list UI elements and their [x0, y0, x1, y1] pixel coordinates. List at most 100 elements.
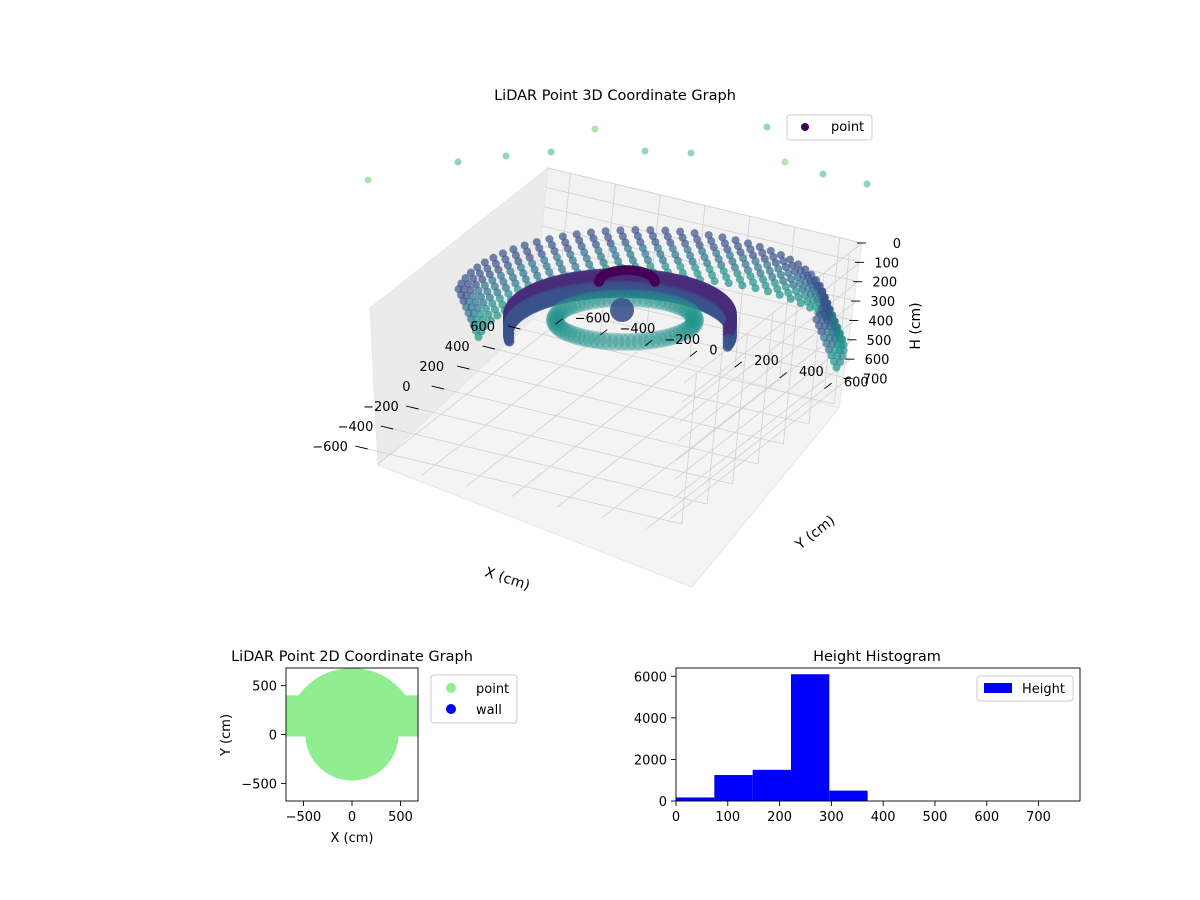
cloud-point — [781, 282, 790, 291]
plot2d: LiDAR Point 2D Coordinate Graph −500−500… — [219, 649, 518, 846]
point-region — [286, 668, 418, 781]
x-tick — [456, 365, 470, 370]
cloud-point — [719, 267, 728, 276]
cloud-point — [718, 233, 727, 242]
cloud-point — [466, 285, 475, 294]
plot2d-xlabel: X (cm) — [331, 831, 374, 846]
cloud-point — [731, 236, 740, 245]
plot2d-area — [286, 668, 418, 781]
histogram-bar — [676, 797, 715, 801]
cloud-point — [364, 176, 372, 184]
legend-label-wall: wall — [476, 703, 502, 718]
cloud-point — [596, 252, 605, 261]
x-tick-label: −600 — [312, 440, 348, 455]
cloud-point — [547, 148, 555, 156]
cloud-point — [545, 235, 554, 244]
x-tick-label: 500 — [923, 810, 948, 825]
cloud-point — [751, 257, 760, 266]
cloud-point — [628, 256, 637, 265]
cloud-point — [736, 248, 745, 257]
cloud-point — [509, 245, 518, 254]
cloud-point — [683, 316, 702, 335]
cloud-point — [684, 314, 703, 333]
cloud-point — [794, 260, 803, 269]
cloud-point — [572, 230, 581, 239]
cloud-point — [498, 249, 507, 258]
cloud-point — [472, 315, 481, 324]
y-tick-label: −500 — [241, 777, 277, 792]
cloud-point — [684, 307, 703, 326]
cloud-point — [691, 263, 700, 272]
cloud-point — [479, 315, 488, 324]
cloud-point — [649, 291, 668, 310]
cloud-point — [572, 328, 591, 347]
cloud-point — [473, 263, 482, 272]
cloud-point — [571, 262, 580, 271]
cloud-point — [723, 245, 732, 254]
x-tick — [507, 325, 521, 330]
cloud-point — [586, 228, 595, 237]
cloud-point — [594, 290, 613, 309]
cloud-point — [643, 256, 652, 265]
cloud-point — [686, 251, 695, 260]
plot2d-ticks: −500 −500 0 0 500 500 — [241, 680, 413, 825]
y-tick-label: 0 — [269, 729, 277, 744]
y-tick — [600, 329, 608, 336]
cloud-point — [786, 294, 795, 303]
cloud-point — [614, 257, 623, 266]
cloud-point — [666, 238, 675, 247]
cloud-point — [501, 255, 510, 264]
cloud-point — [475, 269, 484, 278]
cloud-point — [735, 275, 744, 284]
cloud-point — [766, 246, 775, 255]
cloud-point — [488, 299, 497, 308]
point-cloud-2d-lower — [305, 734, 399, 781]
cloud-point — [483, 287, 492, 296]
grid-line — [377, 324, 556, 465]
cloud-point — [493, 311, 502, 320]
cloud-point — [461, 273, 470, 282]
y-tick — [644, 339, 653, 347]
cloud-point — [769, 252, 778, 261]
x-tick-label: 500 — [388, 810, 413, 825]
cloud-point — [582, 254, 591, 263]
grid-line — [511, 356, 691, 497]
cloud-point — [676, 227, 685, 236]
cloud-point — [484, 310, 493, 319]
cloud-point — [656, 250, 665, 259]
cloud-point — [494, 265, 503, 274]
cloud-point — [591, 240, 600, 249]
legend-marker-point — [801, 123, 809, 131]
cloud-point — [563, 244, 572, 253]
cloud-point — [503, 261, 512, 270]
cloud-point — [594, 331, 613, 350]
cloud-point — [476, 292, 485, 301]
cloud-point — [707, 237, 716, 246]
cloud-point — [703, 259, 712, 268]
cloud-point — [516, 263, 525, 272]
cloud-point — [519, 269, 528, 278]
cloud-point — [567, 295, 586, 314]
cloud-point — [704, 231, 713, 240]
plot3d-legend-label: point — [831, 120, 864, 135]
cloud-point — [758, 248, 767, 257]
cloud-point — [485, 293, 494, 302]
cloud-point — [577, 292, 596, 311]
cloud-point — [746, 245, 755, 254]
cloud-point — [827, 351, 836, 360]
cloud-point — [643, 331, 662, 350]
cloud-point — [474, 303, 483, 312]
pane-floor — [377, 318, 840, 588]
cloud-point — [580, 248, 589, 257]
cloud-point — [651, 238, 660, 247]
cloud-point — [533, 271, 542, 280]
cloud-point — [496, 271, 505, 280]
cloud-point — [469, 309, 478, 318]
cloud-point — [760, 254, 769, 263]
y-tick-label: −200 — [664, 333, 700, 348]
grid-line — [547, 167, 863, 244]
cloud-point — [535, 244, 544, 253]
cloud-point — [738, 281, 747, 290]
cloud-point — [616, 226, 625, 235]
grid-line — [674, 339, 853, 481]
